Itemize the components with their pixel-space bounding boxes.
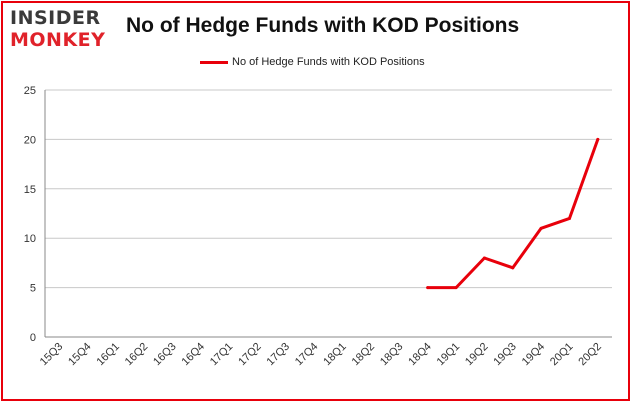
data-point xyxy=(540,227,543,230)
y-tick-label: 20 xyxy=(24,134,36,146)
x-tick-label: 19Q2 xyxy=(463,341,491,369)
y-tick-label: 5 xyxy=(30,283,36,295)
x-tick-label: 15Q3 xyxy=(38,341,66,369)
data-point xyxy=(568,217,571,220)
x-tick-label: 19Q3 xyxy=(491,341,519,369)
x-tick-label: 16Q4 xyxy=(180,341,208,369)
x-tick-label: 17Q1 xyxy=(208,341,236,369)
x-tick-label: 17Q4 xyxy=(293,341,321,369)
x-tick-label: 18Q2 xyxy=(350,341,378,369)
x-tick-label: 19Q1 xyxy=(435,341,463,369)
x-tick-label: 19Q4 xyxy=(520,341,548,369)
y-tick-label: 25 xyxy=(24,85,36,97)
series-line xyxy=(428,139,598,287)
data-point xyxy=(596,138,599,141)
x-tick-label: 18Q3 xyxy=(378,341,406,369)
x-tick-label: 16Q2 xyxy=(123,341,151,369)
data-point xyxy=(455,286,458,289)
series-points xyxy=(426,138,599,289)
x-tick-label: 18Q1 xyxy=(321,341,349,369)
data-point xyxy=(511,266,514,269)
x-tick-labels: 15Q3 15Q4 16Q1 16Q2 16Q3 16Q4 17Q1 17Q2 17Q3 17Q4… xyxy=(38,341,604,369)
x-tick-label: 16Q3 xyxy=(151,341,179,369)
x-tick-label: 18Q4 xyxy=(406,341,434,369)
x-tick-label: 16Q1 xyxy=(94,341,122,369)
data-point xyxy=(426,286,429,289)
x-tick-label: 15Q4 xyxy=(66,341,94,369)
y-tick-label: 15 xyxy=(24,184,36,196)
y-tick-label: 10 xyxy=(24,233,36,245)
x-tick-label: 17Q3 xyxy=(265,341,293,369)
chart-frame xyxy=(2,2,629,400)
y-tick-label: 0 xyxy=(30,332,36,344)
x-tick-label: 17Q2 xyxy=(236,341,264,369)
data-point xyxy=(483,256,486,259)
x-tick-label: 20Q1 xyxy=(548,341,576,369)
grid-lines xyxy=(45,90,612,288)
x-tick-label: 20Q2 xyxy=(576,341,604,369)
y-tick-labels: 0 5 10 15 20 25 xyxy=(24,85,36,344)
